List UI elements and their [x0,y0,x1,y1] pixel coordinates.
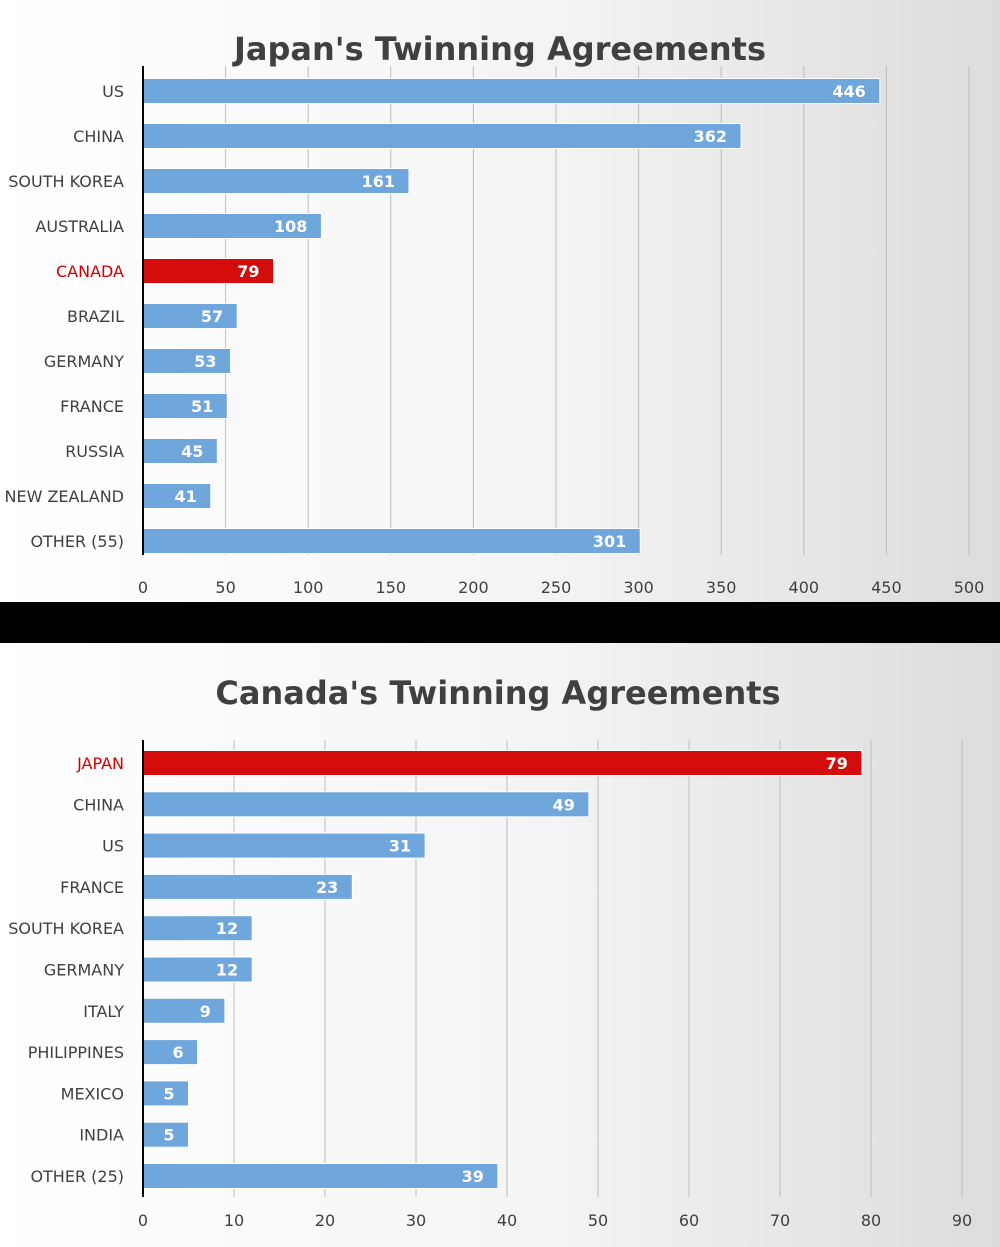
x-tick-label: 0 [138,578,148,597]
x-tick-label: 70 [770,1211,790,1230]
x-tick-label: 50 [215,578,235,597]
category-label-canada: CANADA [56,262,124,281]
bar-china [142,791,590,818]
category-label-other-55: OTHER (55) [30,532,124,551]
bar-france [142,873,353,900]
x-tick-label: 90 [952,1211,972,1230]
data-label-us: 31 [389,837,411,856]
bar-germany [142,956,253,983]
bar-other-55 [142,528,641,554]
category-label-japan: JAPAN [76,754,124,773]
bar-us [142,832,426,859]
category-label-italy: ITALY [83,1002,124,1021]
category-label-other-25: OTHER (25) [30,1167,124,1186]
x-tick-label: 0 [138,1211,148,1230]
x-tick-label: 50 [588,1211,608,1230]
data-label-china: 362 [694,127,727,146]
x-tick-label: 350 [706,578,737,597]
canada-chart-panel: Canada's Twinning Agreements 0 10 20 30 40 50 6… [0,643,1000,1247]
bar-france [142,393,228,419]
category-label-france: FRANCE [60,397,124,416]
chart-title: Japan's Twinning Agreements [232,30,766,68]
x-tick-label: 20 [315,1211,335,1230]
data-label-china: 49 [553,795,575,814]
category-label-germany: GERMANY [44,352,124,371]
x-tick-label: 60 [679,1211,699,1230]
category-label-india: INDIA [79,1126,124,1145]
data-label-france: 51 [191,397,213,416]
canada-twinning-chart: Canada's Twinning Agreements 0 10 20 30 40 50 6… [8,674,972,1230]
category-label-brazil: BRAZIL [67,307,124,326]
x-tick-label: 100 [293,578,324,597]
data-label-germany: 12 [216,961,238,980]
x-tick-label: 150 [376,578,407,597]
data-label-other-55: 301 [593,532,626,551]
data-label-philippines: 6 [172,1043,183,1062]
data-label-south-korea: 12 [216,919,238,938]
x-tick-label: 10 [224,1211,244,1230]
category-label-australia: AUSTRALIA [35,217,124,236]
data-label-india: 5 [163,1126,174,1145]
category-label-mexico: MEXICO [61,1084,124,1103]
data-label-south-korea: 161 [362,172,395,191]
bar-germany [142,348,232,374]
data-label-australia: 108 [274,217,307,236]
x-tick-label: 500 [954,578,985,597]
category-label-south-korea: SOUTH KOREA [8,919,124,938]
data-label-us: 446 [832,82,865,101]
bar-japan [142,750,863,776]
japan-twinning-chart: Japan's Twinning Agreements 0 50 100 150 200 2… [4,30,985,597]
x-tick-label: 30 [406,1211,426,1230]
x-tick-label: 80 [861,1211,881,1230]
x-tick-label: 400 [789,578,820,597]
x-tick-label: 450 [871,578,902,597]
category-label-us: US [102,837,124,856]
japan-chart-panel: Japan's Twinning Agreements 0 50 100 150 200 2… [0,0,1000,602]
data-label-germany: 53 [194,352,216,371]
category-label-china: CHINA [73,127,124,146]
bar-philippines [142,1039,199,1066]
bar-other-25 [142,1163,499,1189]
bar-south-korea [142,168,410,194]
data-label-russia: 45 [181,442,203,461]
bar-south-korea [142,915,253,942]
data-label-mexico: 5 [163,1084,174,1103]
bar-italy [142,997,226,1024]
category-label-germany: GERMANY [44,961,124,980]
category-label-south-korea: SOUTH KOREA [8,172,124,191]
category-label-new-zealand: NEW ZEALAND [4,487,124,506]
data-label-japan: 79 [826,754,848,773]
category-label-china: CHINA [73,795,124,814]
category-label-philippines: PHILIPPINES [28,1043,124,1062]
bar-india [142,1121,189,1148]
data-label-italy: 9 [200,1002,211,1021]
data-label-canada: 79 [237,262,259,281]
chart-title: Canada's Twinning Agreements [215,674,780,712]
x-tick-label: 200 [458,578,489,597]
bar-mexico [142,1080,189,1107]
x-tick-label: 300 [623,578,654,597]
bar-china [142,123,742,149]
category-label-russia: RUSSIA [65,442,124,461]
data-label-new-zealand: 41 [174,487,196,506]
category-label-us: US [102,82,124,101]
data-label-other-25: 39 [462,1167,484,1186]
data-label-brazil: 57 [201,307,223,326]
category-label-france: FRANCE [60,878,124,897]
x-tick-label: 40 [497,1211,517,1230]
bar-us [142,78,881,104]
data-label-france: 23 [316,878,338,897]
x-tick-label: 250 [541,578,572,597]
